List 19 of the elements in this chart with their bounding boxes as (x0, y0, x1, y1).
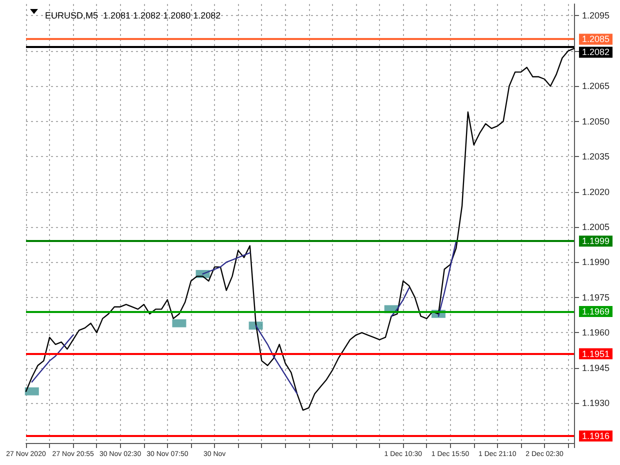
line-series (31, 334, 74, 383)
ref-line-label: 1.2085 (582, 34, 610, 44)
y-tick-label: 1.2035 (582, 152, 610, 162)
y-tick-label: 1.1975 (582, 292, 610, 302)
y-tick-label: 1.1945 (582, 362, 610, 373)
text: EURUSD,M5 1.2081 1.2082 1.2080 1.2082 (45, 10, 221, 20)
ref-line-label: 1.1969 (582, 306, 610, 317)
ref-line-label: 1.1916 (582, 430, 610, 441)
y-tick-label: 1.2005 (582, 222, 610, 232)
y-tick-label: 1.2065 (582, 81, 610, 92)
ref-line-label: 1.1999 (582, 236, 610, 246)
y-tick-label: 1.2095 (582, 10, 610, 21)
y-tick-label: 1.1990 (582, 257, 610, 268)
ref-line-label: 1.1951 (582, 348, 610, 359)
y-tick-label: 1.2050 (582, 116, 610, 126)
y-tick-label: 1.1930 (582, 398, 610, 408)
y-tick-label: 1.1960 (582, 328, 610, 338)
ref-line-label: 1.2082 (582, 47, 610, 58)
y-tick-label: 1.2020 (582, 186, 610, 197)
